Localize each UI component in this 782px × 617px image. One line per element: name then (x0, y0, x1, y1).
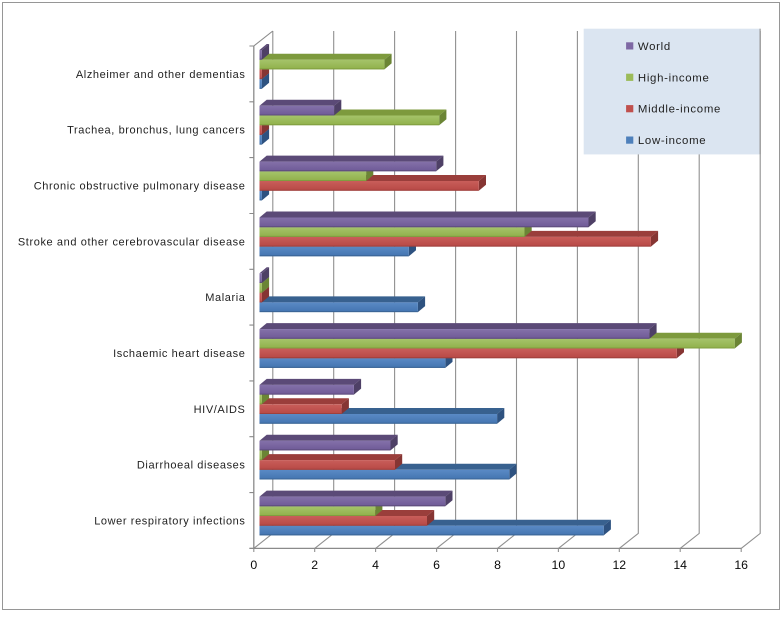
svg-text:0: 0 (250, 558, 257, 572)
svg-text:10: 10 (552, 558, 566, 572)
svg-text:4: 4 (372, 558, 379, 572)
svg-text:HIV/AIDS: HIV/AIDS (194, 404, 246, 416)
svg-text:Alzheimer and other dementias: Alzheimer and other dementias (76, 69, 246, 81)
svg-text:Stroke and other cerebrovascul: Stroke and other cerebrovascular disease (18, 236, 246, 248)
svg-text:World: World (638, 41, 671, 53)
svg-text:12: 12 (612, 558, 626, 572)
svg-text:Low-income: Low-income (638, 135, 706, 147)
svg-text:Chronic obstructive pulmonary: Chronic obstructive pulmonary disease (34, 181, 246, 193)
svg-text:Diarrhoeal diseases: Diarrhoeal diseases (137, 460, 246, 472)
svg-text:2: 2 (311, 558, 318, 572)
svg-text:8: 8 (494, 558, 501, 572)
svg-text:Middle-income: Middle-income (638, 104, 721, 116)
svg-text:6: 6 (433, 558, 440, 572)
svg-text:Trachea, bronchus, lung cancer: Trachea, bronchus, lung cancers (67, 125, 245, 137)
svg-text:16: 16 (734, 558, 748, 572)
svg-text:Lower respiratory infections: Lower respiratory infections (94, 516, 245, 528)
svg-text:Ischaemic heart disease: Ischaemic heart disease (113, 348, 245, 360)
svg-text:High-income: High-income (638, 72, 710, 84)
svg-text:Malaria: Malaria (205, 292, 246, 304)
svg-text:14: 14 (673, 558, 687, 572)
